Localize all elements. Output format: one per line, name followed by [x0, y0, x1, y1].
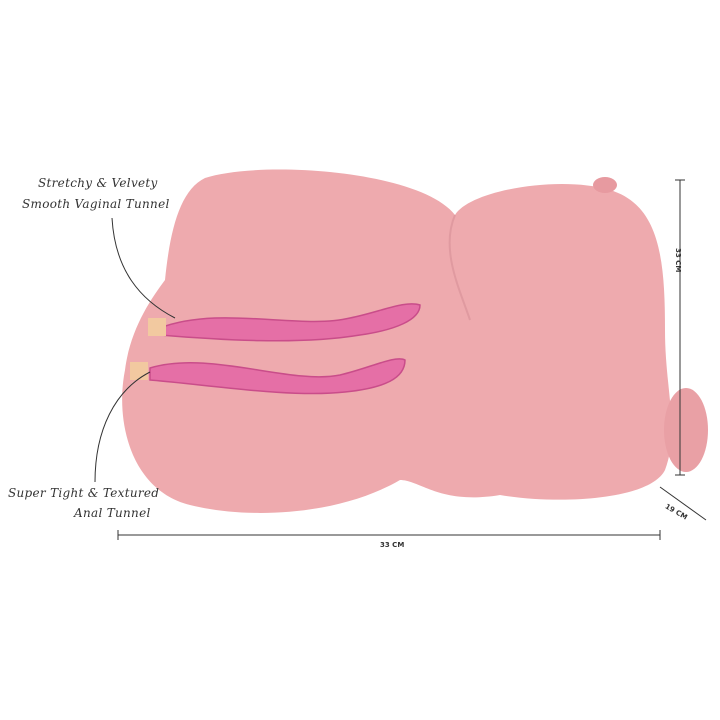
depth-dimension-line [659, 486, 707, 521]
top-callout-line [111, 217, 176, 319]
anal-tunnel [130, 358, 406, 395]
width-label: 33 CM [380, 541, 405, 549]
anal-tunnel-label-line1: Super Tight & Textured [8, 486, 160, 500]
vaginal-tunnel-label-line2: Smooth Vaginal Tunnel [22, 197, 170, 211]
bottom-callout-line [94, 371, 151, 483]
height-dimension-line [675, 179, 685, 476]
product-body [122, 169, 708, 513]
width-dimension-line [117, 530, 661, 540]
vaginal-tunnel [148, 303, 421, 342]
height-label: 33 CM [674, 248, 682, 273]
anal-tunnel-label-line2: Anal Tunnel [74, 506, 151, 520]
vaginal-tunnel-label-line1: Stretchy & Velvety [38, 176, 158, 190]
